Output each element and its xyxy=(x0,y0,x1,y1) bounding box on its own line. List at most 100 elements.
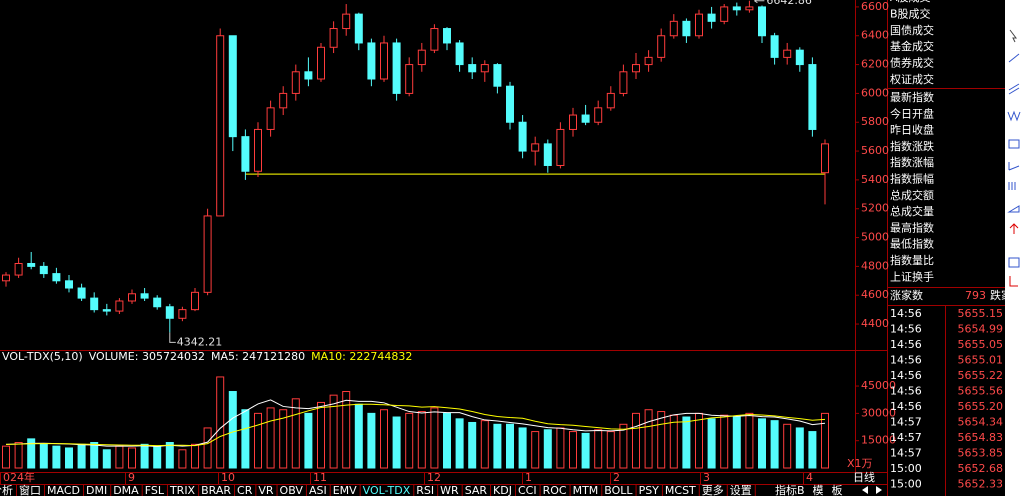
indicator-header: VOL-TDX(5,10) VOLUME: 305724032 MA5: 24712… xyxy=(2,350,412,363)
indicator-tab[interactable]: MCST xyxy=(665,484,696,496)
indicator-tab[interactable]: DMI xyxy=(86,484,107,496)
candle-body xyxy=(443,28,451,44)
indicator-tab[interactable]: TRIX xyxy=(169,484,196,496)
volume-bar xyxy=(594,429,603,469)
tick-time: 14:56 xyxy=(890,354,922,367)
y-tick-label: 6400 xyxy=(861,29,889,42)
tool-icon[interactable] xyxy=(1008,162,1020,171)
candle-body xyxy=(216,35,225,217)
indicator-tab[interactable]: MTM xyxy=(573,484,599,496)
tool-icon[interactable] xyxy=(1007,110,1021,122)
volume-bar xyxy=(581,432,590,469)
tool-icon[interactable] xyxy=(1008,53,1020,63)
candle-body xyxy=(39,265,48,275)
volume-bar xyxy=(90,442,99,469)
volume-bar xyxy=(821,412,829,469)
annotation-arrow xyxy=(754,0,765,4)
indicator-tab[interactable]: MACD xyxy=(47,484,80,496)
tick-time: 14:56 xyxy=(890,338,922,351)
candle-body xyxy=(606,92,615,109)
indicator-tab[interactable]: 模 xyxy=(813,484,824,496)
panel-label: 基金成交 xyxy=(890,39,934,53)
volume-bar xyxy=(140,443,149,469)
tool-icon[interactable] xyxy=(1009,223,1019,234)
tool-icon[interactable] xyxy=(1007,205,1020,213)
volume-bar xyxy=(644,409,653,469)
indicator-tab[interactable]: PSY xyxy=(639,484,660,496)
decliners-label: 跌家 xyxy=(990,288,1012,302)
volume-bar xyxy=(52,445,61,469)
tool-icon[interactable] xyxy=(1009,276,1018,287)
candle-body xyxy=(367,42,376,80)
indicator-tab[interactable]: EMV xyxy=(333,484,357,496)
volume-bar xyxy=(569,431,577,469)
indicator-tab[interactable]: KDJ xyxy=(493,484,512,496)
volume-bar xyxy=(115,445,124,469)
indicator-tab[interactable]: 设置 xyxy=(730,484,752,496)
candle-body xyxy=(619,71,628,94)
tick-price: 5655.22 xyxy=(958,369,1004,382)
indicator-tab[interactable]: RSI xyxy=(416,484,434,496)
volume-bar xyxy=(808,431,817,469)
candle-body xyxy=(90,297,99,311)
volume-bar xyxy=(367,412,376,469)
candle-body xyxy=(644,56,653,66)
candle-body xyxy=(304,71,313,80)
indicator-tab[interactable]: DMA xyxy=(113,484,139,496)
volume-bar xyxy=(178,449,187,469)
x-tick-label: 024年 xyxy=(3,470,35,484)
indicator-tab[interactable]: CCI xyxy=(518,484,537,496)
tick-price: 5652.33 xyxy=(958,478,1004,491)
candle-body xyxy=(455,42,464,66)
candle-body xyxy=(392,42,401,94)
candle-body xyxy=(770,35,779,58)
indicator-tab[interactable]: ROC xyxy=(543,484,567,496)
volume-bar xyxy=(732,416,741,469)
tool-icon[interactable] xyxy=(1008,182,1016,190)
indicator-tab[interactable]: CR xyxy=(237,484,253,496)
candle-body xyxy=(695,13,703,37)
period-label: 日线 xyxy=(853,470,875,484)
indicator-tab[interactable]: SAR xyxy=(465,484,488,496)
tool-icon[interactable] xyxy=(1009,29,1017,43)
candle-body xyxy=(2,274,10,282)
indicator-tab[interactable]: VR xyxy=(258,484,274,496)
indicator-tab[interactable]: 窗口 xyxy=(19,483,41,496)
indicator-tab[interactable]: 更多 xyxy=(702,483,724,496)
panel-label: 最低指数 xyxy=(890,237,934,251)
tool-icon[interactable] xyxy=(1008,139,1020,149)
indicator-tab[interactable]: OBV xyxy=(280,484,304,496)
tool-icon[interactable] xyxy=(1008,83,1020,95)
indicator-tab[interactable]: 指标B xyxy=(775,483,805,496)
volume-bar xyxy=(27,438,36,469)
candle-body xyxy=(745,6,754,11)
indicator-tab[interactable]: FSL xyxy=(145,484,165,496)
volume-bar xyxy=(430,407,439,469)
tick-price: 5655.15 xyxy=(958,307,1004,320)
y-tick-label: 4800 xyxy=(861,259,889,272)
indicator-tab[interactable]: 板 xyxy=(832,483,843,496)
x-tick-label: 4 xyxy=(806,471,813,484)
indicator-tab[interactable]: 分析 xyxy=(0,483,13,496)
candle-body xyxy=(14,263,23,276)
candle-body xyxy=(27,263,36,267)
volume-bar xyxy=(128,447,136,469)
panel-label: 权证成交 xyxy=(890,72,934,86)
y-tick-label: 5400 xyxy=(861,173,889,186)
volume-bar xyxy=(543,429,552,469)
indicator-tab[interactable]: WR xyxy=(440,484,459,496)
scroll-arrows[interactable] xyxy=(862,486,882,494)
candle-body xyxy=(682,20,691,37)
indicator-tab[interactable]: BRAR xyxy=(201,484,231,496)
tool-icon[interactable] xyxy=(1008,257,1020,268)
indicator-tab[interactable]: VOL-TDX xyxy=(363,484,411,496)
candle-body xyxy=(52,273,61,282)
panel-label: 最新指数 xyxy=(890,90,934,104)
indicator-tab[interactable]: ASI xyxy=(309,484,327,496)
volume-bar xyxy=(354,403,363,469)
indicator-tab[interactable]: BOLL xyxy=(604,484,633,496)
candle-body xyxy=(543,143,552,166)
candle-body xyxy=(707,13,716,22)
candle-body xyxy=(77,287,86,299)
